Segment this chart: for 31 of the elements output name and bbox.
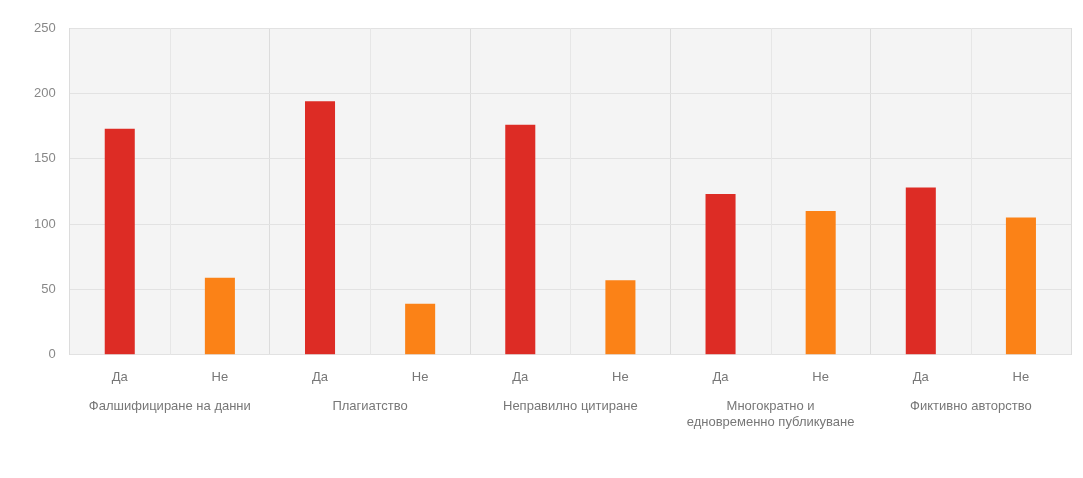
bar xyxy=(605,280,636,355)
bar xyxy=(204,277,235,355)
series-label: Не xyxy=(211,368,229,384)
text: Не xyxy=(612,368,629,384)
text: Да xyxy=(912,368,929,384)
text: Да xyxy=(712,368,729,384)
bar xyxy=(104,128,135,355)
series-label: Да xyxy=(111,368,129,384)
text: Да xyxy=(311,368,329,384)
bar xyxy=(705,194,736,355)
x-tick-label: Плагиатство xyxy=(332,398,408,414)
text: Не xyxy=(1012,368,1030,384)
bar xyxy=(305,101,336,355)
bar xyxy=(505,124,536,355)
bar xyxy=(905,187,936,355)
x-tick-label: Неправилно цитиране xyxy=(503,398,638,414)
x-tick-label: Многократно и едновременно публикуване xyxy=(686,398,855,429)
x-tick-label: Фалшифициране на данни xyxy=(88,398,251,414)
y-tick-label: 50 xyxy=(41,281,56,297)
text: Не xyxy=(812,368,829,384)
y-tick-label: 150 xyxy=(33,150,56,166)
bar xyxy=(805,211,836,355)
text: Не xyxy=(411,368,429,384)
bar xyxy=(1005,217,1036,355)
bar xyxy=(405,303,436,355)
y-tick-label: 250 xyxy=(33,19,56,35)
y-tick-label: 100 xyxy=(33,215,56,231)
text: Да xyxy=(512,368,529,384)
y-tick-label: 200 xyxy=(33,84,56,100)
x-tick-label: Фиктивно авторство xyxy=(910,398,1032,414)
y-tick-label: 0 xyxy=(48,346,56,362)
